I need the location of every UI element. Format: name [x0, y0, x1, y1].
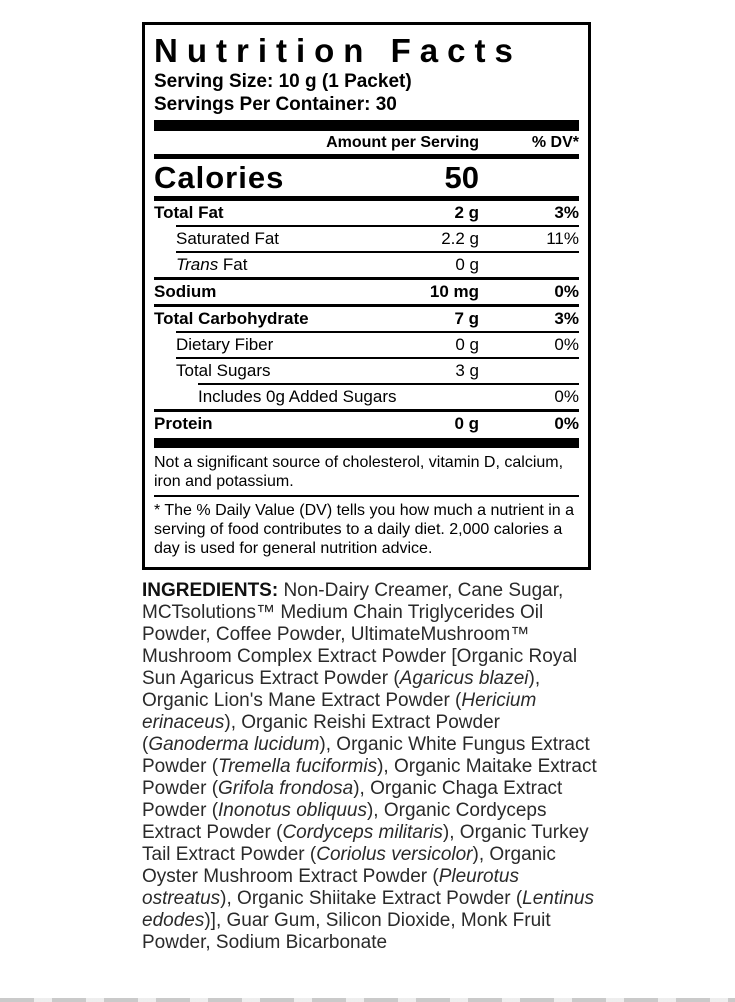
nutrition-facts-title: Nutrition Facts	[154, 32, 522, 69]
bottom-partial-bar	[0, 998, 735, 1002]
divider-hairline	[154, 495, 579, 497]
nutrient-dv-sodium: 0%	[554, 282, 579, 301]
nutrient-amount-sodium: 10 mg	[429, 282, 479, 301]
text-segment: ), Organic Reishi Extract Powder (	[142, 712, 500, 755]
nutrient-amount-total-sugars: 3 g	[455, 361, 479, 380]
nutrient-dv-added-sugars: 0%	[554, 387, 579, 406]
nutrient-dv-saturated-fat: 11%	[546, 229, 579, 248]
text-segment: ), Organic Cordyceps Extract Powder (	[142, 800, 547, 843]
not-significant-note: Not a significant source of cholesterol,…	[154, 454, 564, 490]
column-header-amount: Amount per Serving	[326, 133, 479, 151]
nutrient-row-added-sugars: Includes 0g Added Sugars 0%	[198, 383, 579, 409]
nutrient-label-total-carbohydrate: Total Carbohydrate	[154, 309, 309, 328]
nutrient-row-sodium: Sodium 10 mg 0%	[154, 277, 579, 304]
italic-text-segment: Cordyceps militaris	[282, 822, 443, 843]
divider-thick-top	[154, 120, 579, 131]
divider-thick-bottom	[154, 438, 579, 448]
text-segment: ), Organic Chaga Extract Powder (	[142, 778, 563, 821]
nutrient-amount-dietary-fiber: 0 g	[455, 335, 479, 354]
italic-text-segment: Ganoderma lucidum	[148, 734, 320, 755]
nutrient-label-saturated-fat: Saturated Fat	[176, 229, 280, 248]
serving-size-text: Serving Size: 10 g (1 Packet)	[154, 71, 412, 92]
divider-medium-above-calories	[154, 154, 579, 159]
servings-per-container-text: Servings Per Container: 30	[154, 94, 397, 115]
nutrient-dv-dietary-fiber: 0%	[554, 335, 579, 354]
italic-text-segment: Hericium erinaceus	[142, 690, 537, 733]
bold-text-segment: INGREDIENTS:	[142, 580, 284, 601]
text-segment: )], Guar Gum, Silicon Dioxide, Monk Frui…	[142, 910, 551, 953]
calories-value: 50	[444, 159, 479, 195]
italic-text-segment: Agaricus blazei	[399, 668, 529, 689]
nutrient-rows: Total Fat 2 g 3% Saturated Fat 2.2 g 11% Trans…	[154, 201, 579, 436]
nutrient-amount-protein: 0 g	[454, 414, 479, 433]
text-segment: ), Organic Turkey Tail Extract Powder (	[142, 822, 589, 865]
nutrient-label-total-fat: Total Fat	[154, 203, 224, 222]
ingredients-paragraph: INGREDIENTS: Non-Dairy Creamer, Cane Sug…	[142, 580, 606, 954]
nutrient-amount-saturated-fat: 2.2 g	[441, 229, 479, 248]
text-segment: ), Organic White Fungus Extract Powder (	[142, 734, 590, 777]
nutrient-dv-total-fat: 3%	[554, 203, 579, 222]
text-segment: ), Organic Lion's Mane Extract Powder (	[142, 668, 541, 711]
nutrient-row-dietary-fiber: Dietary Fiber 0 g 0%	[176, 331, 579, 357]
text-segment: ), Organic Shiitake Extract Powder (	[220, 888, 523, 909]
calories-row: Calories 50	[154, 159, 579, 196]
text-segment: Fat	[218, 255, 248, 274]
nutrient-row-total-fat: Total Fat 2 g 3%	[154, 201, 579, 225]
nutrient-dv-protein: 0%	[554, 414, 579, 433]
nutrient-label-trans-fat: Trans Fat	[176, 255, 455, 275]
nutrient-row-total-sugars: Total Sugars 3 g	[176, 357, 579, 383]
column-header-dv: % DV*	[531, 133, 579, 151]
calories-label: Calories	[154, 159, 285, 195]
nutrient-amount-total-fat: 2 g	[454, 203, 479, 222]
nutrient-row-protein: Protein 0 g 0%	[154, 409, 579, 436]
italic-text-segment: Grifola frondosa	[218, 778, 354, 799]
nutrient-label-total-sugars: Total Sugars	[176, 361, 271, 380]
italic-text-segment: Pleurotus ostreatus	[142, 866, 519, 909]
nutrient-row-total-carbohydrate: Total Carbohydrate 7 g 3%	[154, 304, 579, 331]
italic-text-segment: Trans	[176, 255, 219, 274]
text-segment: ), Organic Maitake Extract Powder (	[142, 756, 597, 799]
italic-text-segment: Inonotus obliquus	[218, 800, 367, 821]
nutrient-amount-trans-fat: 0 g	[455, 255, 479, 274]
nutrient-amount-total-carbohydrate: 7 g	[454, 309, 479, 328]
nutrient-label-protein: Protein	[154, 414, 213, 433]
daily-value-footnote: * The % Daily Value (DV) tells you how m…	[154, 502, 575, 557]
nutrient-label-dietary-fiber: Dietary Fiber	[176, 335, 274, 354]
text-segment: ), Organic Oyster Mushroom Extract Powde…	[142, 844, 556, 887]
nutrient-dv-total-carbohydrate: 3%	[554, 309, 579, 328]
italic-text-segment: Coriolus versicolor	[316, 844, 473, 865]
italic-text-segment: Lentinus edodes	[142, 888, 594, 931]
nutrient-row-trans-fat: Trans Fat 0 g	[176, 251, 579, 277]
italic-text-segment: Tremella fuciformis	[218, 756, 378, 777]
nutrient-label-added-sugars: Includes 0g Added Sugars	[198, 387, 397, 406]
divider-medium-below-calories	[154, 196, 579, 201]
column-header-row: Amount per Serving % DV*	[154, 131, 579, 154]
nutrition-facts-panel: Nutrition Facts Serving Size: 10 g (1 Pa…	[142, 22, 591, 570]
nutrient-row-saturated-fat: Saturated Fat 2.2 g 11%	[176, 225, 579, 251]
text-segment: Non-Dairy Creamer, Cane Sugar, MCTsoluti…	[142, 580, 578, 689]
nutrient-label-sodium: Sodium	[154, 282, 217, 301]
